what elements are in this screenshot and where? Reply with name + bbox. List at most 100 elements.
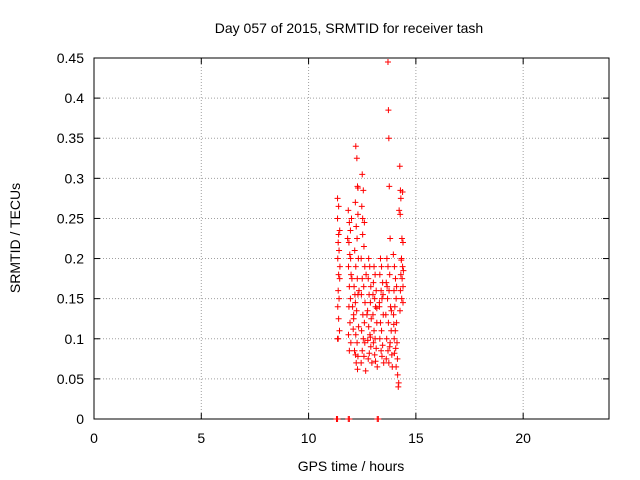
data-point — [352, 351, 359, 358]
data-point — [376, 299, 383, 306]
y-tick-label: 0.25 — [57, 210, 84, 226]
data-point — [394, 371, 401, 378]
data-point — [387, 339, 394, 346]
data-point — [356, 287, 363, 294]
data-point — [378, 353, 385, 360]
data-point — [390, 251, 397, 258]
plot-border — [93, 57, 610, 420]
data-point — [394, 355, 401, 362]
data-point — [348, 215, 355, 222]
data-point — [347, 295, 354, 302]
data-point — [384, 295, 391, 302]
y-tick-label: 0.45 — [57, 50, 84, 66]
data-point — [395, 383, 402, 390]
data-point — [400, 267, 407, 274]
data-point — [334, 335, 341, 342]
data-point — [334, 255, 341, 262]
data-point — [334, 195, 341, 202]
data-point — [385, 135, 392, 142]
data-point — [360, 283, 367, 290]
y-tick-label: 0.1 — [65, 331, 85, 347]
y-tick-label: 0.4 — [65, 90, 85, 106]
data-point — [393, 295, 400, 302]
data-point — [352, 143, 359, 150]
data-point — [396, 307, 403, 314]
data-point — [351, 347, 358, 354]
data-point — [361, 319, 368, 326]
data-point — [336, 327, 343, 334]
x-tick-label: 5 — [197, 430, 205, 446]
data-point — [344, 235, 351, 242]
data-point — [348, 271, 355, 278]
data-point — [361, 219, 368, 226]
chart-title: Day 057 of 2015, SRMTID for receiver tas… — [215, 20, 483, 36]
data-point — [371, 263, 378, 270]
data-point — [360, 243, 367, 250]
data-point — [346, 319, 353, 326]
data-point — [383, 335, 390, 342]
data-point — [345, 331, 352, 338]
data-point — [398, 295, 405, 302]
data-point — [359, 171, 366, 178]
x-axis-label: GPS time / hours — [298, 458, 405, 474]
data-point — [365, 355, 372, 362]
data-point — [391, 303, 398, 310]
y-tick-label: 0.05 — [57, 371, 84, 387]
data-point — [362, 367, 369, 374]
data-point — [369, 311, 376, 318]
data-point — [363, 311, 370, 318]
data-point — [351, 283, 358, 290]
data-point — [366, 350, 373, 357]
data-point — [351, 291, 358, 298]
x-tick-label: 10 — [301, 430, 317, 446]
data-point — [390, 287, 397, 294]
data-point — [378, 263, 385, 270]
data-point — [399, 263, 406, 270]
data-point — [354, 366, 361, 373]
data-point — [346, 416, 353, 422]
data-point — [385, 107, 392, 114]
data-point — [364, 307, 371, 314]
data-point — [347, 255, 354, 262]
data-point — [393, 363, 400, 370]
data-point — [361, 339, 368, 346]
data-point — [350, 311, 357, 318]
data-point — [378, 347, 385, 354]
data-point — [396, 207, 403, 214]
data-point — [397, 287, 404, 294]
y-tick-label: 0.35 — [57, 130, 84, 146]
data-point — [390, 311, 397, 318]
data-point — [384, 283, 391, 290]
data-point — [371, 327, 378, 334]
data-point — [354, 339, 361, 346]
data-point — [370, 279, 377, 286]
data-point — [397, 211, 404, 218]
y-tick-label: 0.3 — [65, 170, 85, 186]
data-point — [359, 215, 366, 222]
data-point — [354, 184, 361, 191]
data-point — [373, 345, 380, 352]
data-point — [378, 327, 385, 334]
data-point — [386, 271, 393, 278]
data-point — [355, 323, 362, 330]
data-point — [358, 327, 365, 334]
data-point — [335, 231, 342, 238]
data-point — [378, 287, 385, 294]
data-point — [400, 239, 406, 246]
data-point — [391, 335, 398, 342]
data-point — [382, 311, 389, 318]
data-point — [376, 335, 383, 342]
data-point — [371, 351, 378, 358]
data-point — [353, 307, 360, 314]
data-point — [360, 187, 367, 194]
data-point — [385, 359, 392, 366]
data-point — [336, 263, 343, 270]
data-point — [392, 275, 399, 282]
data-point — [358, 255, 365, 262]
data-point — [397, 271, 404, 278]
y-tick-label: 0.15 — [57, 291, 84, 307]
data-point — [350, 326, 357, 333]
data-point — [387, 235, 394, 242]
data-point — [390, 321, 397, 328]
